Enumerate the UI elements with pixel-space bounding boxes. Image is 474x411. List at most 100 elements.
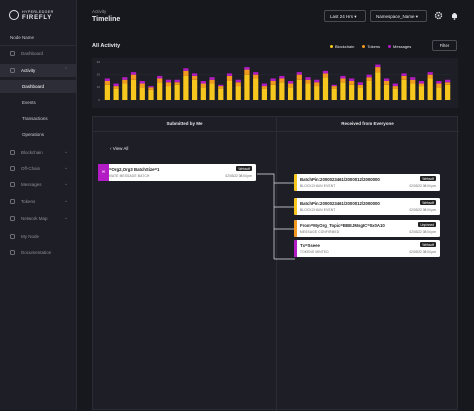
- event-card[interactable]: BatchPin:2000023461/2000012/2000000 BLOCK…: [294, 174, 440, 191]
- bar-segment: [104, 81, 110, 85]
- nav-label: Transactions: [22, 116, 48, 121]
- bar-segment: [410, 77, 416, 80]
- bar-segment: [357, 84, 364, 88]
- nav-icon: [10, 182, 15, 187]
- chevron: ⌄: [64, 165, 69, 171]
- bar-segment: [218, 88, 224, 100]
- bar-segment: [218, 84, 224, 87]
- bar-segment: [261, 83, 268, 87]
- bar-segment: [191, 79, 198, 100]
- filter-button[interactable]: Filter: [432, 40, 457, 51]
- bar-segment: [244, 69, 250, 75]
- nav-item[interactable]: Blockchain ⌄: [0, 146, 76, 159]
- bar-segment: [279, 78, 285, 83]
- chevron: ⌄: [64, 181, 69, 187]
- bar-segment: [104, 78, 110, 81]
- nav-item[interactable]: Dashboard: [0, 80, 76, 93]
- nav-item[interactable]: Transactions: [0, 112, 76, 125]
- legend-label: Messages: [393, 43, 412, 49]
- logo-line2: FIREFLY: [22, 14, 53, 21]
- y-tick-label: 10: [97, 85, 101, 89]
- nav-item[interactable]: Documentation: [0, 246, 76, 259]
- bar-segment: [226, 81, 233, 100]
- bar-segment: [130, 74, 137, 80]
- notifications-icon[interactable]: [450, 11, 459, 20]
- bar-segment: [357, 87, 364, 100]
- nav-item[interactable]: Tokens ⌄: [0, 195, 76, 208]
- bar-segment: [139, 83, 145, 88]
- bar-segment: [410, 79, 416, 84]
- nav-item[interactable]: Messages ⌄: [0, 178, 76, 191]
- view-all-link[interactable]: ‹ View All: [110, 146, 129, 151]
- bar-segment: [122, 77, 128, 80]
- bar-segment: [113, 88, 119, 100]
- chevron: ⌄: [64, 215, 69, 221]
- bar-segment: [427, 78, 433, 100]
- bar-segment: [436, 87, 442, 100]
- bar-segment: [445, 79, 451, 83]
- chevron: ⌄: [64, 149, 69, 155]
- bar-segment: [148, 86, 154, 88]
- bar-segment: [157, 82, 163, 100]
- nav-label: Off-Chain: [21, 166, 41, 171]
- bar-segment: [383, 81, 390, 85]
- bar-segment: [191, 75, 198, 80]
- nav-label: Tokens: [21, 199, 36, 204]
- bar-segment: [279, 75, 285, 79]
- chevron: ⌄: [64, 198, 69, 204]
- bar-segment: [183, 68, 189, 71]
- nav-icon: [10, 51, 15, 56]
- event-card[interactable]: Tx=Org2,Org3 BatchSize=1 PRIVATE MESSAGE …: [98, 164, 256, 181]
- bar-segment: [253, 72, 259, 75]
- nav-label: Network Map: [21, 216, 48, 221]
- bar-segment: [226, 75, 233, 81]
- nav-label: Dashboard: [22, 84, 45, 89]
- nav-item[interactable]: Network Map ⌄: [0, 212, 76, 225]
- legend-label: Tokens: [367, 43, 381, 49]
- event-card[interactable]: From=MyOrg_Topic=BBEJMsgIC=0x0A10 MESSAGE…: [294, 220, 440, 237]
- settings-icon[interactable]: [434, 11, 443, 20]
- bar-segment: [296, 74, 302, 80]
- bar-segment: [436, 81, 442, 84]
- card-date: 02/03/22 08:04 pm: [409, 250, 436, 254]
- bar-segment: [165, 79, 172, 83]
- sidebar: HYPERLEDGER FIREFLY Node Name Dashboard A…: [0, 0, 77, 410]
- nav-item[interactable]: Activity ⌃: [0, 64, 76, 77]
- card-date: 02/03/22 08:04 pm: [409, 208, 436, 212]
- nav-item[interactable]: My Node: [0, 230, 76, 243]
- bar-segment: [235, 79, 241, 83]
- time-range-dropdown[interactable]: Last 24 Hrs ▾: [324, 10, 366, 22]
- bar-segment: [287, 81, 294, 84]
- nav-item[interactable]: Off-Chain ⌄: [0, 162, 76, 175]
- namespace-dropdown[interactable]: Namespace_Name ▾: [370, 10, 427, 22]
- chevron: ⌃: [64, 67, 69, 73]
- bar-segment: [436, 83, 442, 88]
- bar-segment: [130, 79, 137, 100]
- event-card[interactable]: BatchPin:2000023461/2000012/2000000 BLOCK…: [294, 198, 440, 215]
- bar-segment: [366, 77, 372, 81]
- bar-segment: [113, 83, 119, 87]
- divider: [0, 45, 76, 46]
- bar-segment: [375, 72, 381, 100]
- card-title: From=MyOrg_Topic=BBEJMsgIC=0x0A10: [300, 223, 385, 228]
- event-card[interactable]: Tx=Sseee TOKENS MINTED Websoft 02/03/22 08:…: [294, 240, 440, 257]
- nav-item[interactable]: Operations: [0, 128, 76, 141]
- bar-segment: [375, 67, 381, 73]
- nav-item[interactable]: Dashboard: [0, 47, 76, 60]
- bar-segment: [165, 82, 172, 87]
- bar-segment: [322, 77, 329, 100]
- legend-label: Blockchain: [335, 43, 355, 49]
- bar-segment: [253, 74, 259, 79]
- card-title: BatchPin:2000023461/2000012/2000000: [300, 177, 380, 182]
- breadcrumb: Activity: [92, 9, 107, 14]
- card-date: 02/03/22 08:04 pm: [409, 184, 436, 188]
- nav-item[interactable]: Events: [0, 96, 76, 109]
- legend: Blockchain Tokens Messages: [330, 43, 411, 49]
- bar-segment: [209, 79, 215, 84]
- node-name: Node Name: [10, 35, 35, 40]
- bar-segment: [270, 81, 276, 85]
- legend-swatch: [330, 44, 333, 48]
- bar-segment: [305, 83, 311, 100]
- card-accent: [294, 198, 297, 215]
